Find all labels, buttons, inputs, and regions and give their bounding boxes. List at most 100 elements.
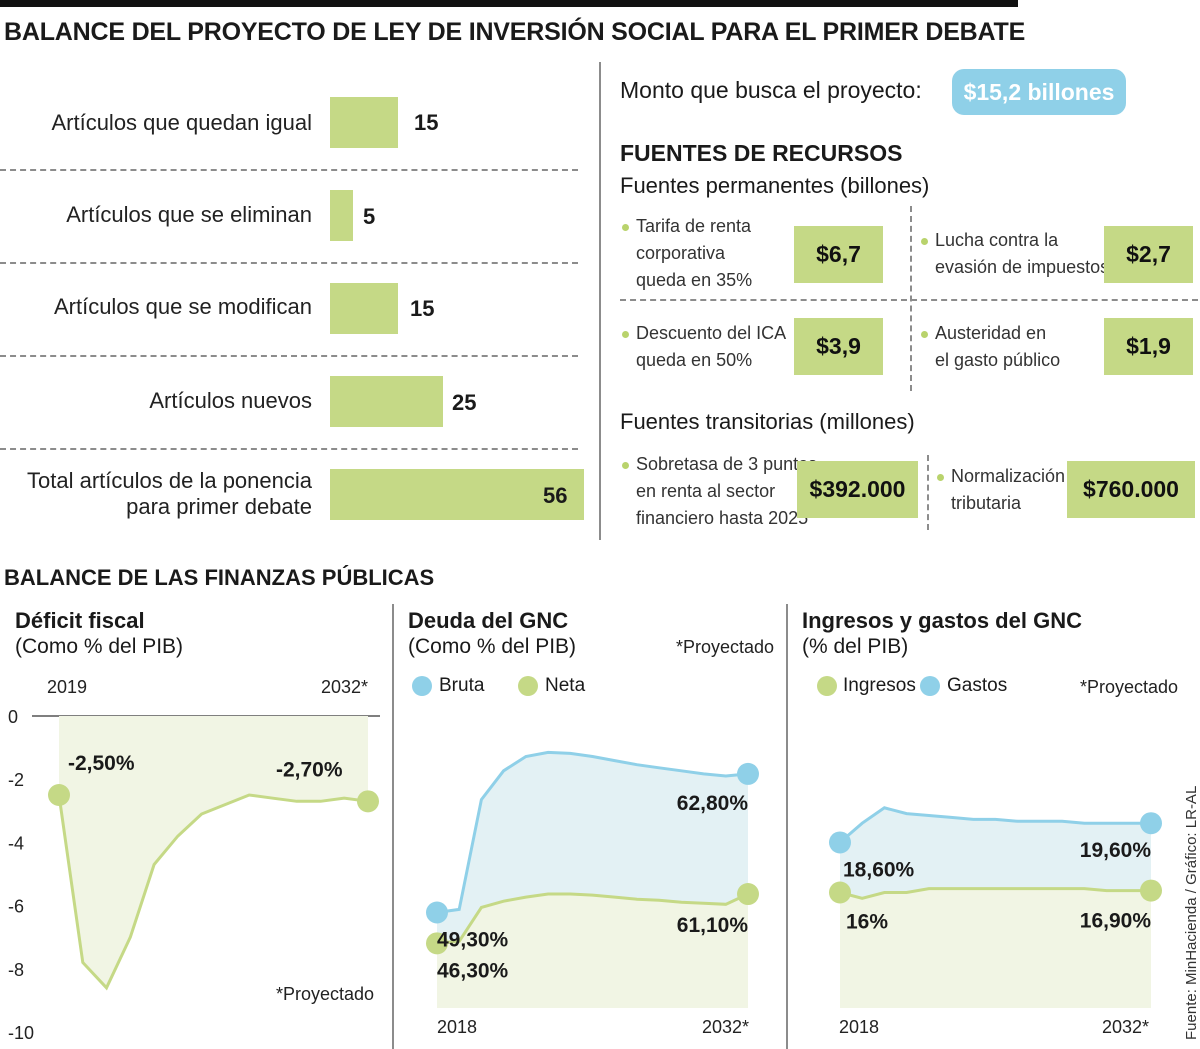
deuda-label-neta-first: 46,30%	[437, 959, 509, 982]
fuente-text-line: en renta al sector	[636, 481, 776, 501]
legend-label-gastos: Gastos	[947, 675, 1008, 696]
column-divider	[786, 604, 788, 1049]
divider	[0, 355, 578, 357]
article-label-total: Total artículos de la ponencia para prim…	[27, 468, 312, 519]
article-label-igual: Artículos que quedan igual	[51, 110, 312, 135]
article-value-nuevos: 25	[452, 390, 477, 415]
deuda-area-lower	[437, 894, 748, 1008]
legend-dot-bruta	[412, 676, 432, 696]
ingresos-title: Ingresos y gastos del GNC	[802, 608, 1082, 633]
ingresos-point-gastos-last	[1140, 812, 1162, 835]
ingresos-subtitle: (% del PIB)	[802, 635, 909, 658]
article-bar-nuevos	[330, 376, 443, 427]
ingresos-point-ingresos-last	[1140, 879, 1162, 902]
bullet-icon	[622, 331, 629, 338]
bullet-icon	[937, 474, 944, 481]
article-bar-total	[330, 469, 584, 520]
fuente-text-line: Austeridad en	[935, 323, 1047, 343]
deficit-area	[59, 716, 368, 988]
divider	[910, 206, 912, 391]
ingresos-label-gastos-first: 18,60%	[843, 858, 915, 881]
fuente-text-line: queda en 35%	[636, 270, 753, 290]
deficit-point-first	[48, 784, 70, 806]
article-bar-modifican	[330, 283, 398, 334]
fuente-text-line: Tarifa de renta	[636, 216, 752, 236]
deficit-ytick-label: -10	[8, 1023, 34, 1043]
divider	[620, 299, 1198, 301]
deficit-ytick-label: -4	[8, 833, 24, 853]
legend-label-bruta: Bruta	[439, 675, 485, 696]
divider	[0, 262, 578, 264]
deficit-line	[57, 793, 369, 991]
transitorias-title: Fuentes transitorias (millones)	[620, 409, 915, 434]
deficit-subtitle: (Como % del PIB)	[15, 635, 184, 658]
article-label-nuevos: Artículos nuevos	[149, 388, 312, 413]
fuente-value: $1,9	[1104, 318, 1193, 375]
source-credit: Fuente: MinHacienda / Gráfico: LR-AL	[1183, 785, 1200, 1040]
article-bar-eliminan	[330, 190, 353, 241]
deficit-x-end: 2032*	[321, 677, 369, 697]
deuda-area-upper	[437, 752, 748, 944]
deficit-label-last: -2,70%	[276, 758, 343, 781]
top-rule	[0, 0, 1018, 7]
column-divider	[392, 604, 394, 1049]
divider	[0, 448, 578, 450]
fuente-value: $760.000	[1067, 461, 1195, 518]
deuda-point-neta-last	[737, 883, 759, 906]
fuente-value: $392.000	[797, 461, 918, 518]
ingresos-line-ingresos	[839, 887, 1151, 900]
article-label-eliminan: Artículos que se eliminan	[66, 202, 312, 227]
fuente-text-line: evasión de impuestos	[935, 257, 1110, 277]
bullet-icon	[622, 224, 629, 231]
finanzas-title: BALANCE DE LAS FINANZAS PÚBLICAS	[4, 565, 435, 590]
fuente-text-line: Lucha contra la	[935, 230, 1059, 250]
deuda-point-bruta-first	[426, 901, 448, 924]
divider	[0, 169, 578, 171]
deficit-ytick-label: -8	[8, 960, 24, 980]
ingresos-area-upper	[840, 807, 1151, 899]
deficit-point-last	[357, 790, 379, 813]
main-title: BALANCE DEL PROYECTO DE LEY DE INVERSIÓN…	[4, 18, 1026, 46]
article-value-total: 56	[543, 483, 568, 508]
article-label-modifican: Artículos que se modifican	[53, 294, 312, 319]
ingresos-x-end: 2032*	[1102, 1017, 1150, 1037]
article-value-modifican: 15	[410, 296, 435, 321]
ingresos-line-gastos	[839, 806, 1151, 844]
article-value-igual: 15	[414, 110, 439, 135]
fuente-text-line: Descuento del ICA	[636, 323, 787, 343]
permanentes-title: Fuentes permanentes (billones)	[620, 173, 930, 198]
article-value-eliminan: 5	[363, 204, 376, 229]
deficit-ytick-label: 0	[8, 707, 18, 727]
deficit-title: Déficit fiscal	[15, 608, 145, 633]
deuda-label-bruta-last: 62,80%	[677, 792, 749, 815]
deficit-ytick-label: -6	[8, 897, 24, 917]
legend-label-ingresos: Ingresos	[843, 675, 916, 696]
ingresos-label-ingresos-last: 16,90%	[1080, 910, 1152, 933]
deuda-line-neta	[436, 892, 749, 945]
ingresos-point-gastos-first	[829, 831, 851, 854]
fuente-text-line: financiero hasta 2025	[636, 508, 809, 528]
deuda-point-bruta-last	[737, 762, 759, 785]
divider	[927, 455, 929, 530]
fuentes-title: FUENTES DE RECURSOS	[620, 140, 903, 166]
ingresos-label-ingresos-first: 16%	[846, 911, 888, 934]
bullet-icon	[921, 331, 928, 338]
deficit-x-start: 2019	[47, 677, 88, 697]
article-bar-igual	[330, 97, 398, 148]
deuda-title: Deuda del GNC	[408, 608, 569, 633]
fuente-text-line: Sobretasa de 3 puntos	[636, 454, 818, 474]
deficit-label-first: -2,50%	[68, 752, 135, 775]
deficit-note: *Proyectado	[276, 984, 375, 1004]
deuda-subtitle: (Como % del PIB)	[408, 635, 577, 658]
deuda-label-bruta-first: 49,30%	[437, 929, 509, 952]
ingresos-area-lower	[840, 888, 1151, 1008]
deuda-x-end: 2032*	[702, 1017, 750, 1037]
fuente-text-line: tributaria	[951, 493, 1022, 513]
column-divider	[599, 62, 601, 540]
monto-label: Monto que busca el proyecto:	[620, 77, 922, 103]
fuente-value: $2,7	[1104, 226, 1193, 283]
ingresos-label-gastos-last: 19,60%	[1080, 839, 1152, 862]
fuente-text-line: corporativa	[636, 243, 726, 263]
fuente-text-line: Normalización	[951, 466, 1066, 486]
